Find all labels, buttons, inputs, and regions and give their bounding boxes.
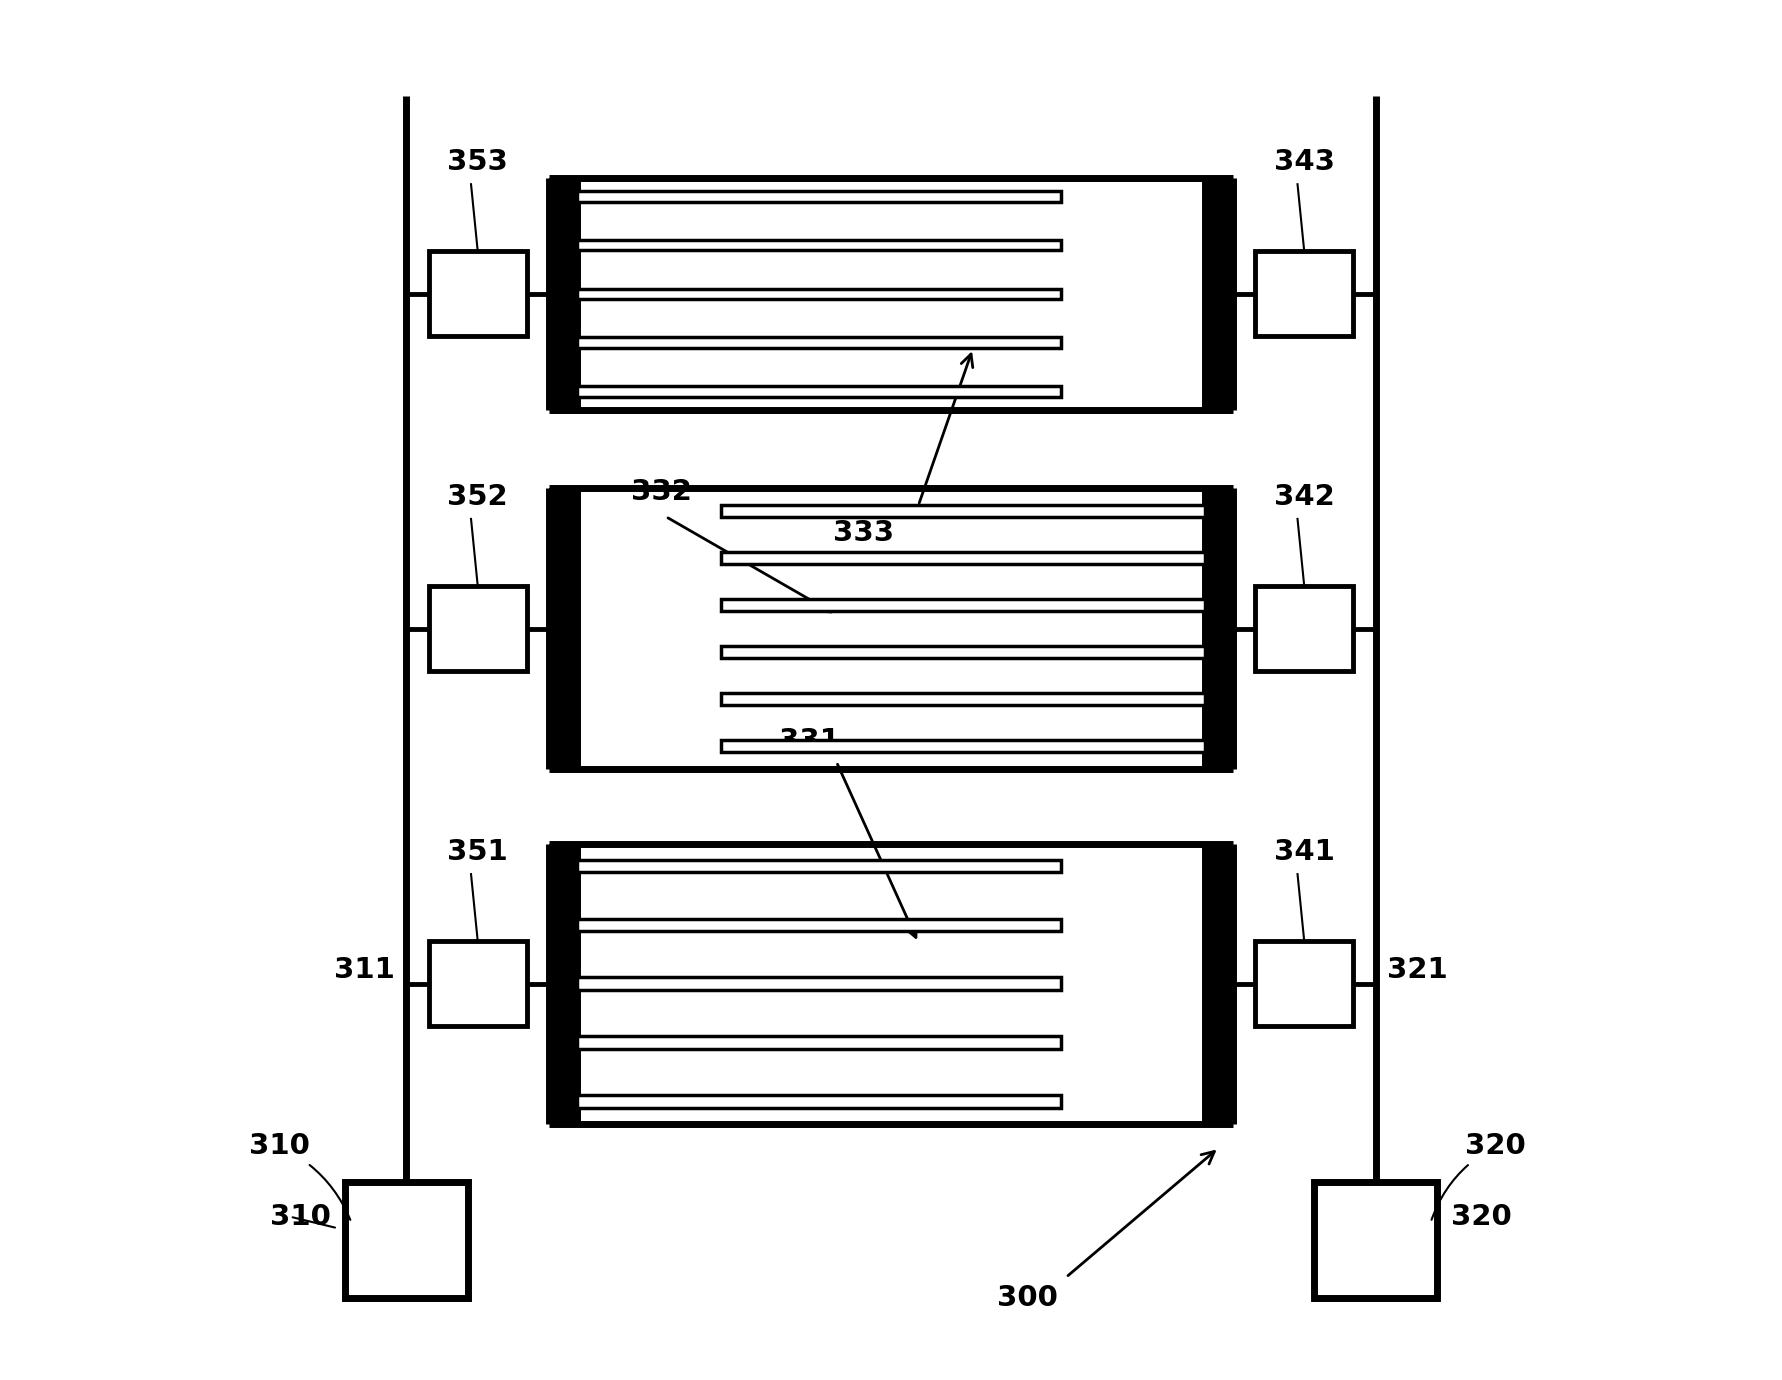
Bar [1205,489,1233,769]
Bar [549,843,577,1123]
Bar [549,178,1233,410]
Text: 332: 332 [631,477,693,505]
Text: 311: 311 [335,956,396,984]
Text: 321: 321 [1386,956,1447,984]
Text: 310: 310 [271,1202,331,1231]
Bar [344,1181,467,1299]
Bar [549,178,577,410]
Bar [1205,178,1233,410]
Text: 331: 331 [779,727,839,755]
Bar [1315,1181,1438,1299]
Text: 343: 343 [1274,148,1335,177]
Text: 341: 341 [1274,838,1335,867]
Bar [722,552,1205,564]
Bar [1255,251,1353,337]
Bar [577,288,1060,299]
Bar [577,337,1060,348]
Bar [1255,941,1353,1027]
Text: 300: 300 [998,1283,1059,1312]
Bar [722,505,1205,518]
Bar [577,919,1060,932]
Bar [577,1096,1060,1108]
Bar [577,977,1060,989]
Bar [577,1036,1060,1049]
Bar [577,240,1060,250]
Bar [549,843,1233,1123]
Text: 320: 320 [1431,1133,1525,1220]
Bar [429,586,527,671]
Text: 353: 353 [447,148,508,177]
Bar [549,489,577,769]
Bar [577,386,1060,396]
Bar [1205,843,1233,1123]
Bar [722,599,1205,611]
Text: 351: 351 [447,838,508,867]
Bar [1255,586,1353,671]
Bar [722,693,1205,705]
Bar [722,740,1205,752]
Bar [429,251,527,337]
Bar [429,941,527,1027]
Bar [722,646,1205,658]
Text: 320: 320 [1451,1202,1511,1231]
Text: 333: 333 [834,519,895,548]
Bar [577,190,1060,201]
Text: 310: 310 [249,1133,351,1220]
Text: 342: 342 [1274,483,1335,511]
Text: 352: 352 [447,483,508,511]
Bar [549,489,1233,769]
Bar [577,860,1060,872]
